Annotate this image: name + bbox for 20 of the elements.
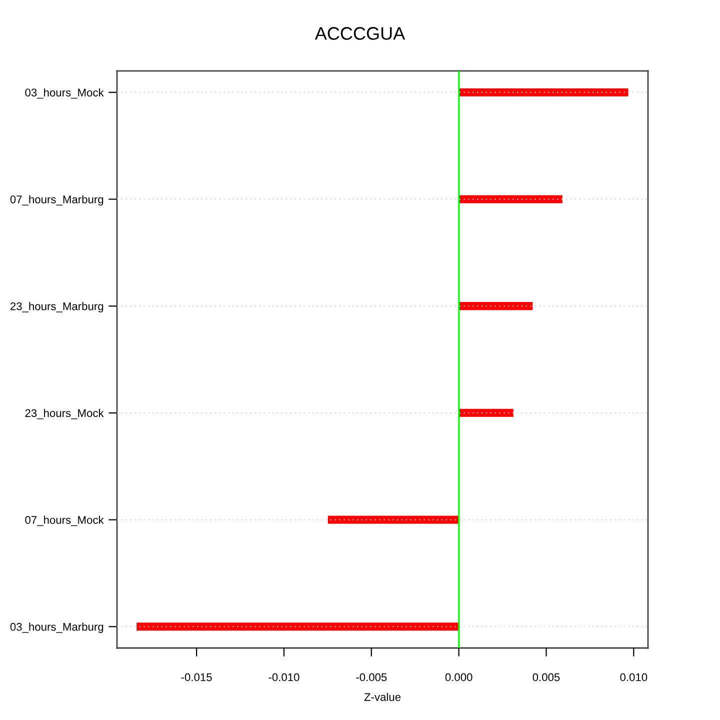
bar	[458, 195, 562, 204]
bar	[136, 622, 459, 631]
y-tick-label: 03_hours_Marburg	[10, 622, 104, 633]
x-tick-label: -0.015	[181, 673, 212, 682]
chart-title: ACCCGUA	[314, 27, 406, 40]
y-tick-label: 03_hours_Mock	[25, 88, 104, 99]
y-tick-label: 07_hours_Marburg	[10, 195, 104, 206]
x-tick-label: -0.010	[268, 673, 300, 682]
x-axis-title: Z-value	[364, 692, 401, 701]
bar	[458, 408, 514, 417]
y-tick-label: 07_hours_Mock	[25, 516, 104, 526]
y-tick-label: 23_hours_Mock	[25, 408, 104, 420]
x-tick-label: 0.010	[620, 673, 648, 682]
bar	[458, 302, 533, 310]
x-tick-label: -0.005	[356, 673, 387, 682]
x-tick-label: 0.000	[445, 673, 472, 682]
y-tick-label: 23_hours_Marburg	[10, 302, 104, 312]
bar	[458, 88, 628, 96]
x-tick-label: 0.005	[532, 673, 560, 682]
bar	[328, 516, 459, 524]
